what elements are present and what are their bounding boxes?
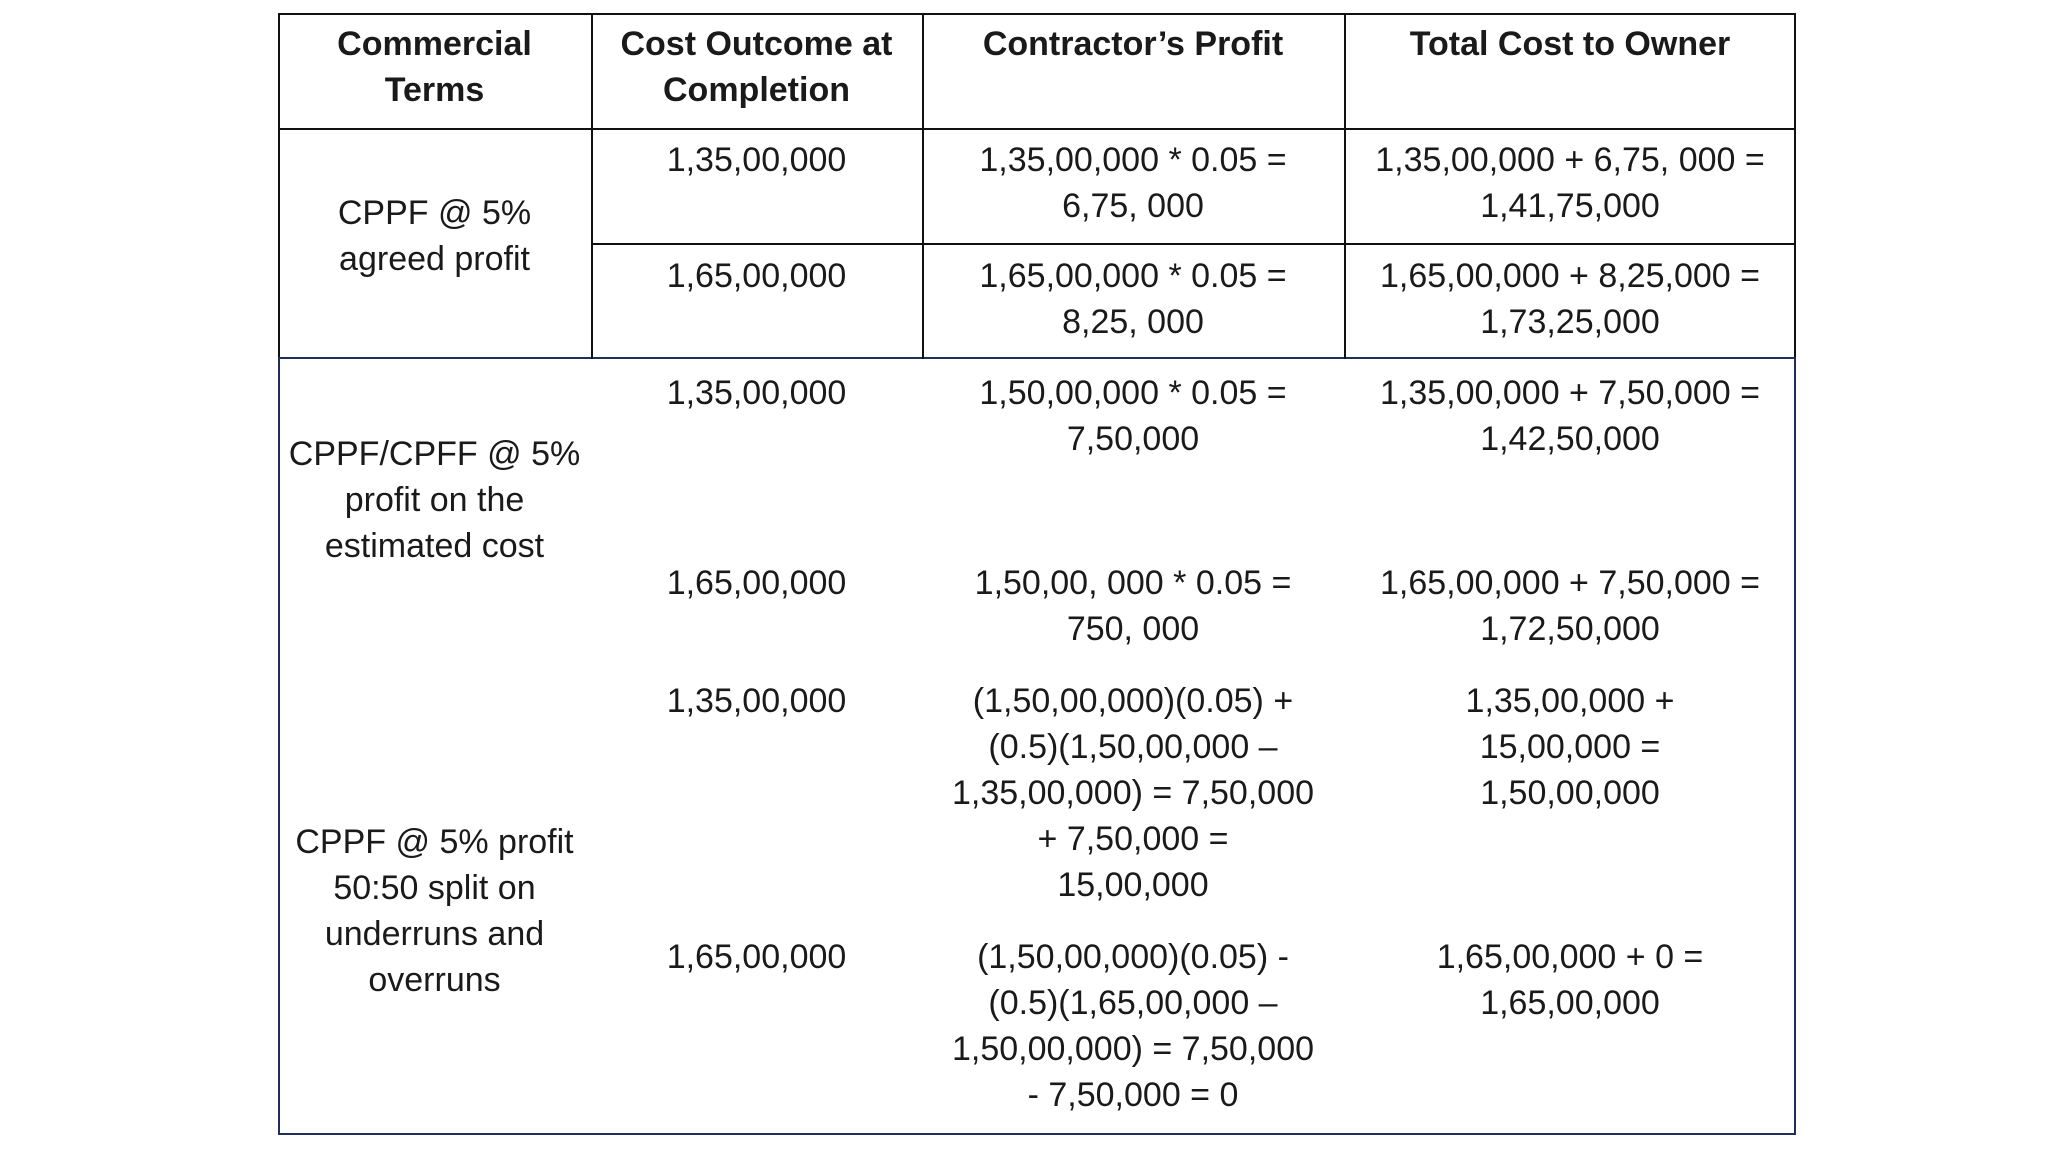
total-cost-cell: 1,35,00,000 + 6,75, 000 = 1,41,75,000 — [1375, 141, 1765, 225]
contractor-profit-cell: 1,50,00, 000 * 0.05 = 750, 000 — [974, 564, 1292, 648]
column-divider — [591, 13, 593, 359]
cost-outcome-cell: 1,65,00,000 — [666, 257, 847, 295]
total-cost-cell: 1,65,00,000 + 0 = 1,65,00,000 — [1436, 938, 1704, 1022]
column-divider — [922, 13, 924, 359]
contractor-profit-cell: (1,50,00,000)(0.05) - (0.5)(1,65,00,000 –… — [951, 938, 1315, 1114]
contractor-profit-cell: 1,50,00,000 * 0.05 = 7,50,000 — [979, 374, 1287, 458]
cost-outcome-cell: 1,35,00,000 — [666, 141, 847, 179]
cost-outcome-cell: 1,65,00,000 — [666, 564, 847, 602]
row-divider — [591, 243, 1796, 245]
contractor-profit-cell: (1,50,00,000)(0.05) + (0.5)(1,50,00,000 –… — [951, 682, 1315, 904]
header-cost-outcome: Cost Outcome at Completion — [620, 25, 893, 109]
column-divider — [1344, 13, 1346, 359]
table-bottom-border — [278, 357, 1796, 1135]
terms-cppf-cpff-estimated-cost: CPPF/CPFF @ 5% profit on the estimated cos… — [288, 435, 581, 565]
header-commercial-terms: Commercial Terms — [337, 25, 532, 109]
contractor-profit-cell: 1,65,00,000 * 0.05 = 8,25, 000 — [979, 257, 1287, 341]
header-contractor-profit: Contractor’s Profit — [982, 25, 1284, 63]
contractor-profit-cell: 1,35,00,000 * 0.05 = 6,75, 000 — [979, 141, 1287, 225]
total-cost-cell: 1,35,00,000 + 7,50,000 = 1,42,50,000 — [1379, 374, 1760, 458]
terms-cppf-split-underruns-overruns: CPPF @ 5% profit 50:50 split on underruns … — [295, 823, 574, 999]
header-divider — [278, 128, 1796, 130]
commercial-terms-table: Commercial Terms Cost Outcome at Completio… — [278, 13, 1796, 1135]
terms-cppf-agreed-profit: CPPF @ 5% agreed profit — [337, 194, 532, 278]
cost-outcome-cell: 1,65,00,000 — [666, 938, 847, 976]
total-cost-cell: 1,35,00,000 +15,00,000 = 1,50,00,000 — [1465, 682, 1675, 812]
cost-outcome-cell: 1,35,00,000 — [666, 374, 847, 412]
total-cost-cell: 1,65,00,000 + 8,25,000 = 1,73,25,000 — [1379, 257, 1760, 341]
header-total-cost: Total Cost to Owner — [1409, 25, 1731, 63]
cost-outcome-cell: 1,35,00,000 — [666, 682, 847, 720]
total-cost-cell: 1,65,00,000 + 7,50,000 = 1,72,50,000 — [1379, 564, 1760, 648]
